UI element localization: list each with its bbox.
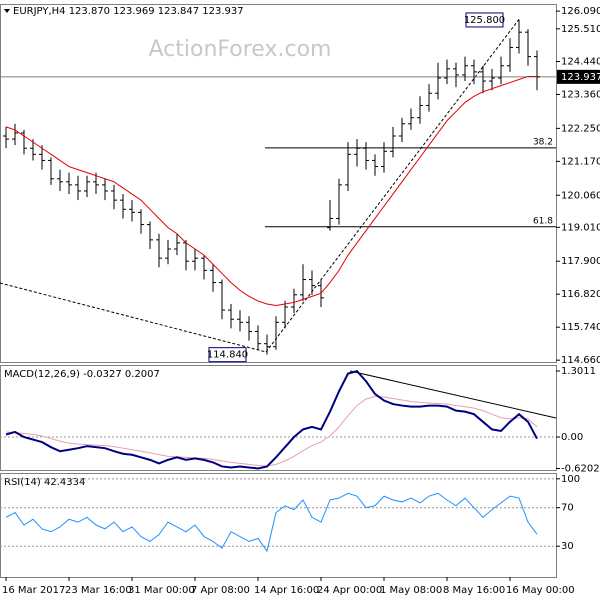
macd-trend-line <box>349 370 557 419</box>
x-tick-label: 16 May 00:00 <box>506 585 575 596</box>
y-tick-label: 119.010 <box>561 222 600 233</box>
price-callout <box>208 347 247 363</box>
y-tick-label: 30 <box>561 541 574 552</box>
macd-panel-frame <box>0 365 557 471</box>
price-callout-label: 125.800 <box>464 15 505 26</box>
indicator-line <box>5 395 538 467</box>
y-tick-label: 115.740 <box>561 322 600 333</box>
title-arrow <box>4 9 10 13</box>
y-tick-label: 126.090 <box>561 6 600 17</box>
x-tick-label: 23 Mar 16:00 <box>65 585 132 596</box>
y-tick-label: 0.00 <box>561 432 583 443</box>
y-tick-label: 100 <box>561 474 580 485</box>
x-tick-label: 14 Apr 16:00 <box>254 585 319 596</box>
y-tick-label: 124.440 <box>561 56 600 67</box>
rsi-panel-frame <box>0 473 557 578</box>
y-tick-label: 1.3011 <box>561 366 596 377</box>
fib-label: 38.2 <box>533 137 553 147</box>
y-tick-label: 116.820 <box>561 289 600 300</box>
fib-label: 61.8 <box>533 216 553 226</box>
x-tick-label: 8 May 16:00 <box>443 585 505 596</box>
indicator-line <box>5 492 538 553</box>
y-tick-label: 120.060 <box>561 190 600 201</box>
price-panel-frame <box>0 4 557 363</box>
trend-line <box>0 282 267 353</box>
x-tick-label: 7 Apr 08:00 <box>191 585 250 596</box>
chart-title: EURJPY,H4 123.870 123.969 123.847 123.93… <box>13 6 244 17</box>
y-tick-label: 121.170 <box>561 156 600 167</box>
price-callout <box>465 12 504 28</box>
y-tick-label: 70 <box>561 503 574 514</box>
y-tick-label: 114.660 <box>561 355 600 366</box>
moving-average <box>5 75 537 307</box>
y-tick-label: 122.250 <box>561 123 600 134</box>
y-tick-label: -0.6202 <box>561 463 600 474</box>
watermark: ActionForex.com <box>149 37 332 62</box>
last-price-box <box>557 69 600 84</box>
x-tick-label: 31 Mar 00:00 <box>128 585 195 596</box>
x-tick-label: 1 May 08:00 <box>380 585 442 596</box>
indicator-line <box>5 369 538 470</box>
last-price-label: 123.937 <box>561 72 600 83</box>
y-tick-label: 123.360 <box>561 89 600 100</box>
y-tick-label: 125.510 <box>561 24 600 35</box>
macd-title: MACD(12,26,9) -0.0327 0.2007 <box>4 369 160 380</box>
y-tick-label: 117.900 <box>561 256 600 267</box>
rsi-title: RSI(14) 42.4334 <box>4 477 85 488</box>
x-tick-label: 16 Mar 2017 <box>2 585 65 596</box>
price-callout-label: 114.840 <box>207 350 248 361</box>
x-tick-label: 24 Apr 00:00 <box>317 585 382 596</box>
